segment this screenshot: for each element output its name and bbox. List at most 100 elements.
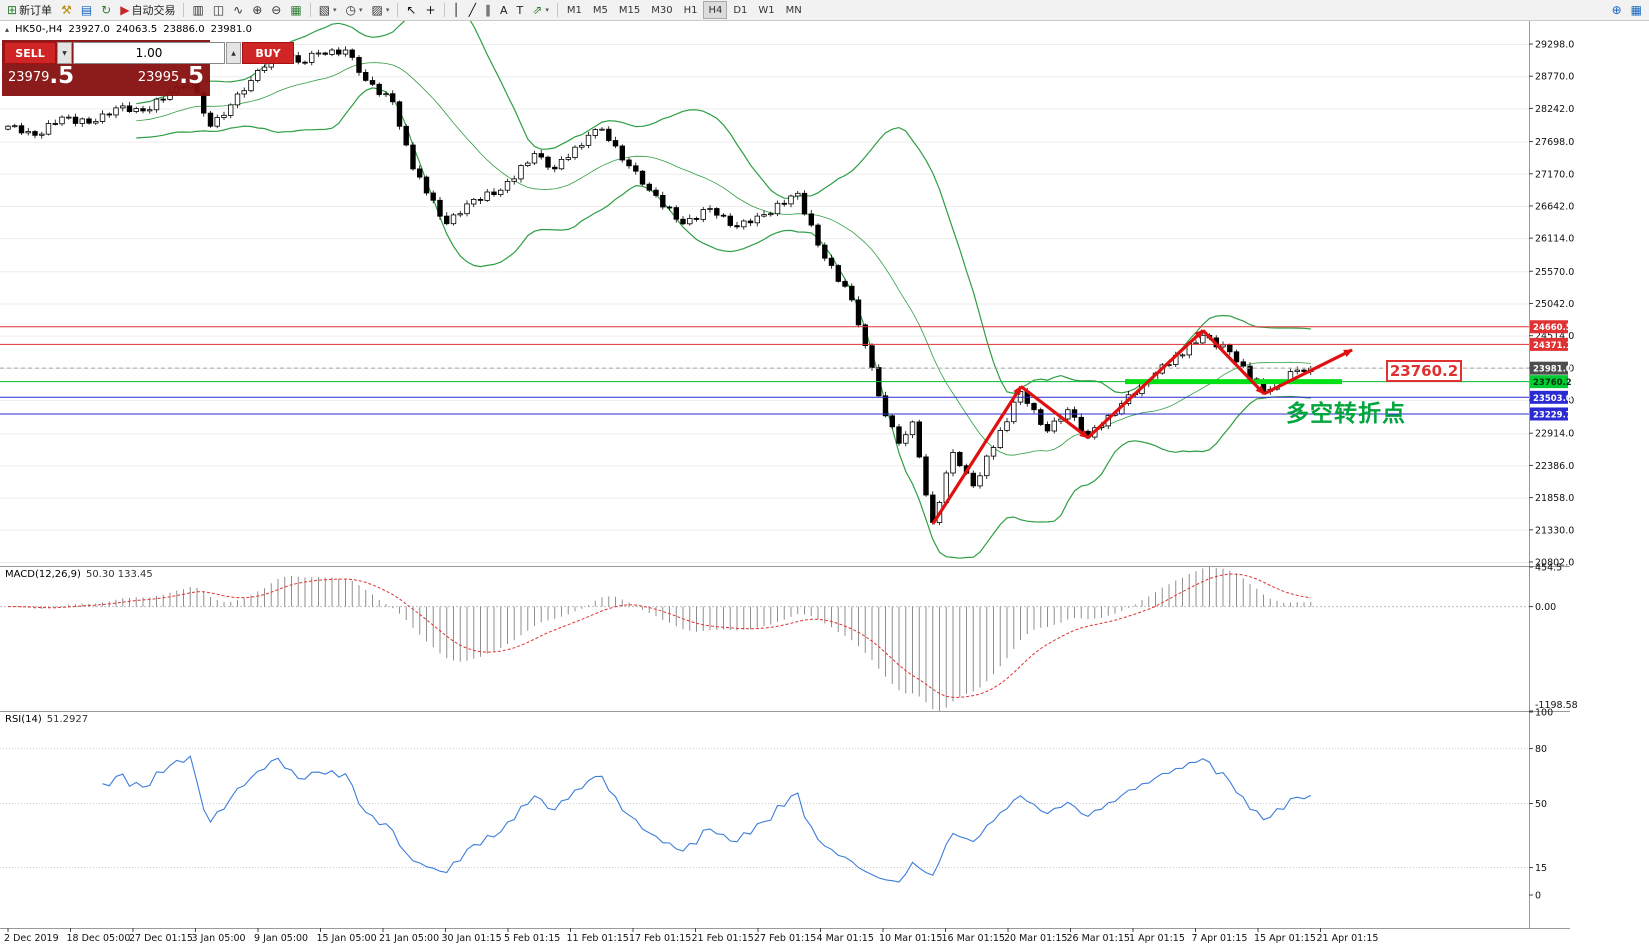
- refresh-button[interactable]: ↻: [97, 1, 115, 19]
- search-button[interactable]: ⊕: [1608, 1, 1626, 19]
- close-value: 23981.0: [210, 24, 252, 35]
- svg-text:24371.1: 24371.1: [1533, 341, 1572, 351]
- chevron-down-icon: ▾: [545, 6, 549, 14]
- trend-arrows[interactable]: [931, 329, 1353, 525]
- timeframe-M15-label: M15: [618, 4, 641, 16]
- autotrade-label: 自动交易: [131, 4, 176, 17]
- shapes-icon: ⇗: [532, 3, 543, 17]
- trendline-icon: ╱: [468, 3, 476, 17]
- zoom-out-button[interactable]: ⊖: [267, 1, 285, 19]
- rsi-name: RSI(14): [5, 714, 42, 725]
- svg-text:18 Dec 05:00: 18 Dec 05:00: [67, 933, 131, 944]
- rsi-levels: [0, 748, 1529, 869]
- shapes-button[interactable]: ⇗ ▾: [528, 1, 553, 19]
- template-button[interactable]: ▨ ▾: [368, 1, 394, 19]
- macd-axis[interactable]: 454.5 0.00 -1198.58: [1529, 563, 1578, 712]
- svg-text:27 Dec 01:15: 27 Dec 01:15: [129, 933, 193, 944]
- sell-price[interactable]: 23979.5: [8, 65, 74, 87]
- svg-text:20802.0: 20802.0: [1535, 557, 1574, 568]
- low-value: 23886.0: [163, 24, 205, 35]
- svg-text:-1198.58: -1198.58: [1535, 700, 1578, 711]
- vline-button[interactable]: │: [449, 1, 464, 19]
- tile-windows-button[interactable]: ▦: [286, 1, 305, 19]
- channel-button[interactable]: ∥: [481, 1, 495, 19]
- svg-text:80: 80: [1535, 744, 1547, 755]
- timeframe-MN-button[interactable]: MN: [781, 1, 807, 19]
- buy-price[interactable]: 23995.5: [138, 65, 204, 87]
- timeframe-M1-button[interactable]: M1: [562, 1, 587, 19]
- period-selector-button[interactable]: ◷ ▾: [342, 1, 367, 19]
- toolbar-separator: [443, 3, 445, 17]
- volume-up-button[interactable]: ▲: [226, 42, 241, 64]
- rsi-indicator-label: RSI(14) 51.2927: [5, 714, 88, 725]
- period-selector-icon: ◷: [345, 3, 357, 17]
- bar-chart-icon: ▥: [192, 3, 204, 17]
- chevron-down-icon: ▾: [359, 6, 363, 14]
- candle-chart-button[interactable]: ◫: [209, 1, 228, 19]
- svg-text:20 Mar 01:15: 20 Mar 01:15: [1004, 933, 1067, 944]
- svg-text:0: 0: [1535, 891, 1541, 902]
- bar-chart-button[interactable]: ▥: [188, 1, 207, 19]
- new-order-button[interactable]: ⊞ 新订单: [3, 1, 56, 19]
- timeframe-H4-button[interactable]: H4: [703, 1, 728, 19]
- svg-text:23503.0: 23503.0: [1533, 394, 1572, 404]
- svg-text:454.5: 454.5: [1535, 563, 1562, 574]
- trendline-button[interactable]: ╱: [465, 1, 480, 19]
- text-tool-button[interactable]: A: [496, 1, 512, 19]
- refresh-icon: ↻: [101, 3, 112, 17]
- timeframe-M30-button[interactable]: M30: [646, 1, 677, 19]
- timeframe-D1-button[interactable]: D1: [728, 1, 752, 19]
- macd-signal-line: [8, 573, 1311, 698]
- svg-text:28770.0: 28770.0: [1535, 72, 1574, 83]
- buy-button[interactable]: BUY: [242, 42, 294, 64]
- rsi-value: 51.2927: [46, 714, 89, 725]
- macd-histogram: [14, 567, 1312, 711]
- svg-text:16 Mar 01:15: 16 Mar 01:15: [942, 933, 1005, 944]
- chart-ohlc-info: ▴ HK50-,H4 23927.0 24063.5 23886.0 23981…: [5, 24, 252, 35]
- macd-indicator-label: MACD(12,26,9) 50.30 133.45: [5, 569, 153, 580]
- cursor-icon: ↖: [406, 3, 417, 17]
- crosshair-button[interactable]: +: [421, 1, 439, 19]
- rsi-line: [102, 755, 1312, 883]
- svg-text:26 Mar 01:15: 26 Mar 01:15: [1067, 933, 1130, 944]
- svg-text:27698.0: 27698.0: [1535, 137, 1574, 148]
- profiles-button[interactable]: ▤: [77, 1, 96, 19]
- timeframe-H4-label: H4: [708, 4, 723, 16]
- volume-input[interactable]: [73, 42, 225, 64]
- horizontal-lines[interactable]: [0, 326, 1529, 415]
- new-chart-button[interactable]: ▧ ▾: [315, 1, 341, 19]
- bollinger-bands: [136, 0, 1311, 559]
- rsi-axis[interactable]: 100 80 50 15 0: [1529, 708, 1553, 902]
- sell-button[interactable]: SELL: [4, 42, 56, 64]
- timeframe-H1-button[interactable]: H1: [679, 1, 703, 19]
- timeframe-M5-label: M5: [592, 4, 608, 16]
- autotrade-button[interactable]: ▶ 自动交易: [116, 1, 179, 19]
- collapse-trade-panel-icon[interactable]: ▴: [5, 25, 10, 34]
- hammer-tool-button[interactable]: ⚒: [57, 1, 76, 19]
- layout-button[interactable]: ▦: [1627, 1, 1646, 19]
- price-axis[interactable]: 29298.0 28770.0 28242.0 27698.0 27170.0 26642…: [1529, 40, 1574, 569]
- line-chart-button[interactable]: ∿: [229, 1, 247, 19]
- svg-text:23981.0: 23981.0: [1533, 365, 1572, 375]
- turning-point-label[interactable]: 多空转折点: [1286, 401, 1406, 427]
- cursor-button[interactable]: ↖: [402, 1, 420, 19]
- price-callout[interactable]: 23760.2: [1386, 360, 1462, 382]
- timeframe-M5-button[interactable]: M5: [588, 1, 613, 19]
- svg-text:11 Feb 01:15: 11 Feb 01:15: [567, 933, 629, 944]
- svg-text:28242.0: 28242.0: [1535, 104, 1574, 115]
- svg-text:21 Apr 01:15: 21 Apr 01:15: [1317, 933, 1379, 944]
- timeframe-W1-button[interactable]: W1: [753, 1, 779, 19]
- svg-text:1 Apr 01:15: 1 Apr 01:15: [1129, 933, 1185, 944]
- toolbar-separator: [309, 3, 311, 17]
- svg-text:9 Jan 05:00: 9 Jan 05:00: [254, 933, 308, 944]
- label-tool-button[interactable]: T: [513, 1, 528, 19]
- svg-text:22386.0: 22386.0: [1535, 461, 1574, 472]
- svg-text:27 Feb 01:15: 27 Feb 01:15: [754, 933, 816, 944]
- volume-down-button[interactable]: ▼: [57, 42, 72, 64]
- price-grid: [0, 44, 1529, 563]
- timeframe-M15-button[interactable]: M15: [614, 1, 645, 19]
- svg-text:15: 15: [1535, 863, 1547, 874]
- zoom-in-button[interactable]: ⊕: [248, 1, 266, 19]
